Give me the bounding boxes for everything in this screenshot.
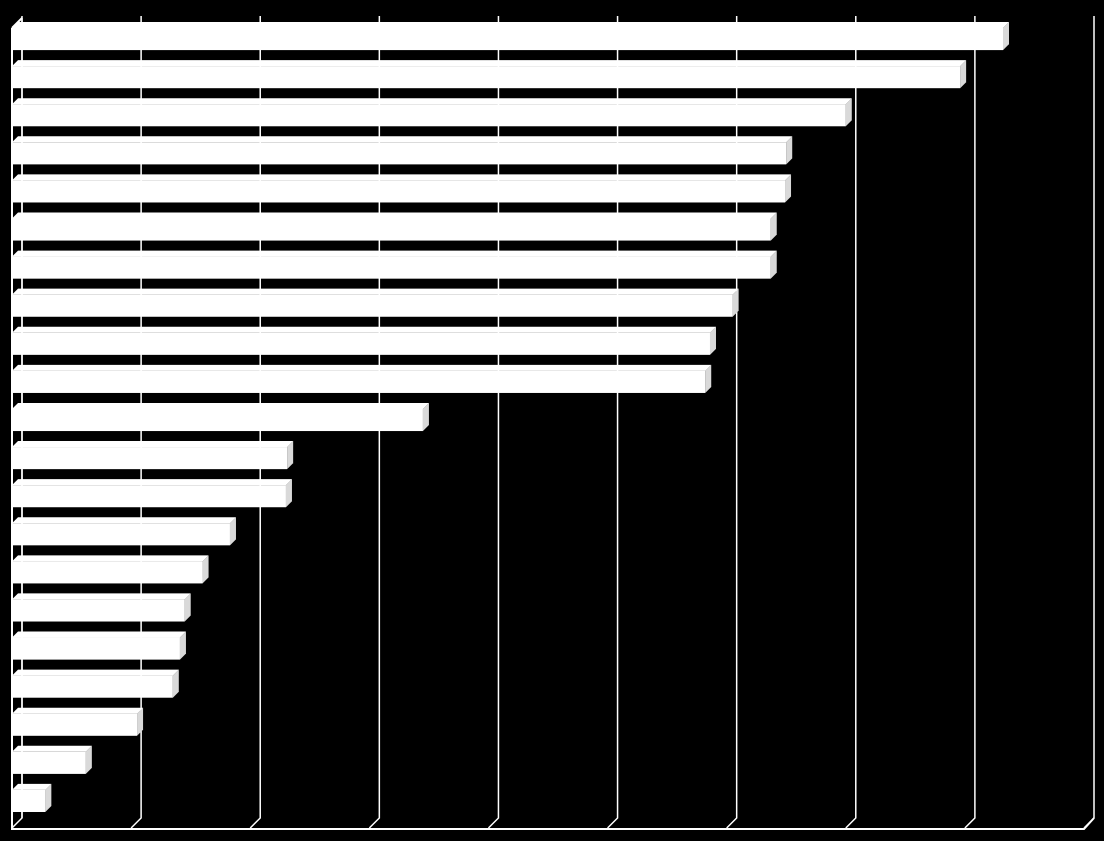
bar (12, 212, 777, 241)
bar (12, 669, 179, 698)
gridline (368, 16, 381, 829)
bar (12, 250, 777, 279)
bar (12, 593, 191, 622)
bar (12, 707, 144, 736)
bar (12, 517, 236, 546)
gridline (964, 16, 976, 829)
bar (12, 174, 792, 203)
bar (12, 441, 294, 470)
bar (12, 136, 793, 165)
bar (12, 555, 209, 584)
gridline (607, 16, 619, 829)
bar (12, 98, 852, 127)
bar (12, 402, 429, 432)
bar (12, 479, 292, 508)
bar (12, 326, 716, 355)
bar (12, 60, 967, 89)
gridline (249, 16, 261, 829)
bar (12, 745, 92, 774)
gridline (487, 16, 500, 829)
gridline (726, 16, 738, 829)
gridline (845, 16, 857, 829)
bar (12, 22, 1010, 51)
bar (12, 364, 712, 393)
bar (12, 783, 52, 812)
gridline (130, 16, 142, 829)
bars (12, 22, 1010, 812)
bar (12, 288, 739, 317)
bar (12, 631, 186, 660)
